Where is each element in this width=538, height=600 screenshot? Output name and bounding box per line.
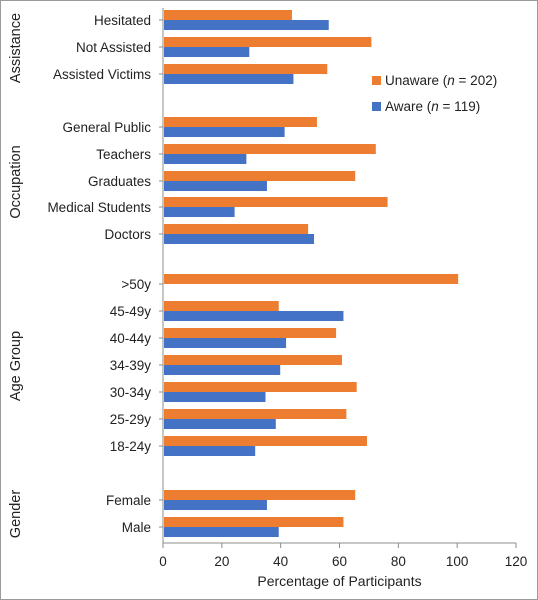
category-label-female: Female [106,493,151,508]
bar-aware-assisted-victims [164,74,294,84]
bar-unaware-medical-students [164,197,388,207]
bar-unaware-general-public [164,117,317,127]
category-label-18-24y: 18-24y [110,439,152,454]
x-axis-label: Percentage of Participants [257,573,421,589]
x-tick-label: 40 [273,554,288,569]
x-tick-label: 60 [332,554,347,569]
bar-unaware-assisted-victims [164,64,328,74]
category-label-over-50y: >50y [121,277,151,292]
bar-unaware-30-34y [164,382,357,392]
bar-unaware-40-44y [164,328,337,338]
legend-label-aware: Aware (n = 119) [385,99,480,114]
x-tick-label: 100 [446,554,469,569]
bar-aware-hesitated [164,20,329,30]
bar-unaware-female [164,490,356,500]
bar-aware-30-34y [164,392,266,402]
bar-unaware-25-29y [164,409,347,419]
category-label-male: Male [122,520,151,535]
bar-aware-34-39y [164,365,281,375]
category-label-teachers: Teachers [96,147,151,162]
bar-aware-doctors [164,234,315,244]
legend-label-unaware: Unaware (n = 202) [385,73,497,88]
category-label-34-39y: 34-39y [110,358,152,373]
category-label-45-49y: 45-49y [110,304,152,319]
bar-unaware-graduates [164,171,356,181]
category-label-hesitated: Hesitated [94,13,151,28]
category-label-graduates: Graduates [88,174,151,189]
category-label-general-public: General Public [62,120,151,135]
bar-unaware-doctors [164,224,309,234]
bar-unaware-not-assisted [164,37,372,47]
bar-unaware-hesitated [164,10,292,20]
bar-unaware-over-50y [164,274,459,284]
bar-unaware-34-39y [164,355,342,365]
group-label-gender: Gender [8,490,24,539]
bar-unaware-male [164,517,344,527]
group-label-assistance: Assistance [8,13,24,83]
x-tick-label: 20 [214,554,229,569]
category-label-assisted-victims: Assisted Victims [53,67,151,82]
x-tick-label: 120 [505,554,528,569]
category-label-30-34y: 30-34y [110,385,152,400]
x-tick-label: 80 [391,554,406,569]
bar-aware-male [164,527,279,537]
x-tick-label: 0 [159,554,167,569]
category-label-40-44y: 40-44y [110,331,152,346]
bar-aware-general-public [164,127,285,137]
bar-aware-female [164,500,267,510]
bar-aware-45-49y [164,311,344,321]
bar-unaware-45-49y [164,301,279,311]
category-label-medical-students: Medical Students [47,200,151,215]
category-label-doctors: Doctors [104,227,151,242]
bar-aware-18-24y [164,446,256,456]
legend-swatch-unaware [372,76,381,85]
bar-aware-40-44y [164,338,287,348]
bar-aware-teachers [164,154,247,164]
bar-unaware-18-24y [164,436,367,446]
legend-swatch-aware [372,102,381,111]
bar-unaware-teachers [164,144,376,154]
group-label-age-group: Age Group [8,331,24,401]
bar-aware-25-29y [164,419,276,429]
category-label-not-assisted: Not Assisted [76,40,151,55]
group-label-occupation: Occupation [8,145,24,218]
category-label-25-29y: 25-29y [110,412,152,427]
bar-aware-graduates [164,181,267,191]
bar-aware-medical-students [164,207,235,217]
bar-aware-not-assisted [164,47,250,57]
